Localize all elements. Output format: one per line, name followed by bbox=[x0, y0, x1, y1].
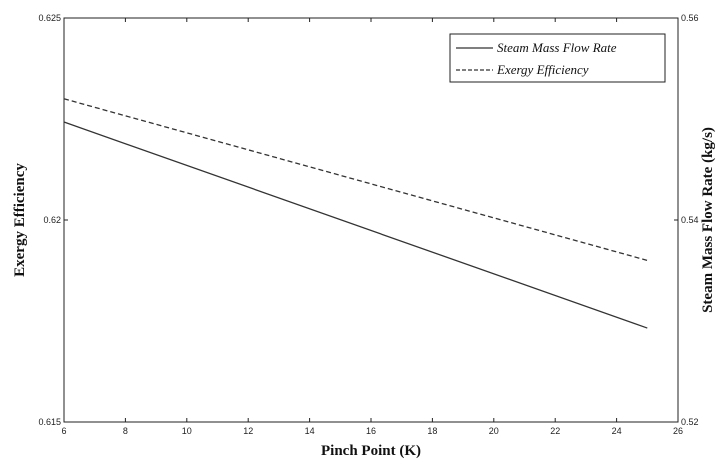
x-tick-label: 12 bbox=[243, 426, 253, 436]
series-line-steam-mass-flow-rate bbox=[63, 121, 648, 329]
left-y-axis-title: Exergy Efficiency bbox=[12, 163, 28, 277]
right-y-tick-label: 0.52 bbox=[681, 417, 699, 427]
x-axis-title: Pinch Point (K) bbox=[321, 443, 421, 459]
x-tick-label: 24 bbox=[612, 426, 622, 436]
left-y-tick-label: 0.625 bbox=[38, 13, 61, 23]
left-y-tick-label: 0.62 bbox=[43, 215, 61, 225]
right-y-tick-label: 0.56 bbox=[681, 13, 699, 23]
series-layer bbox=[63, 98, 648, 329]
x-tick-label: 18 bbox=[427, 426, 437, 436]
right-y-axis-title: Steam Mass Flow Rate (kg/s) bbox=[700, 127, 716, 313]
legend: Steam Mass Flow Rate Exergy Efficiency bbox=[449, 33, 666, 83]
right-y-tick-label: 0.54 bbox=[681, 215, 699, 225]
legend-box bbox=[449, 33, 666, 83]
legend-label-steam-mass-flow-rate: Steam Mass Flow Rate bbox=[497, 40, 617, 55]
x-tick-label: 6 bbox=[61, 426, 66, 436]
legend-label-exergy-efficiency: Exergy Efficiency bbox=[496, 62, 589, 77]
plot-area bbox=[63, 17, 679, 423]
x-tick-label: 16 bbox=[366, 426, 376, 436]
x-tick-label: 8 bbox=[123, 426, 128, 436]
x-tick-label: 14 bbox=[305, 426, 315, 436]
x-tick-label: 26 bbox=[673, 426, 683, 436]
series-line-exergy-efficiency bbox=[63, 98, 648, 262]
x-tick-label: 22 bbox=[550, 426, 560, 436]
left-y-tick-label: 0.615 bbox=[38, 417, 61, 427]
x-tick-label: 20 bbox=[489, 426, 499, 436]
right-y-axis-ticks: 0.52 0.54 0.56 bbox=[674, 13, 699, 427]
x-axis-ticks: 6 8 10 12 14 16 18 20 22 24 26 bbox=[61, 18, 683, 436]
x-tick-label: 10 bbox=[182, 426, 192, 436]
left-y-axis-ticks: 0.615 0.62 0.625 bbox=[38, 13, 68, 427]
